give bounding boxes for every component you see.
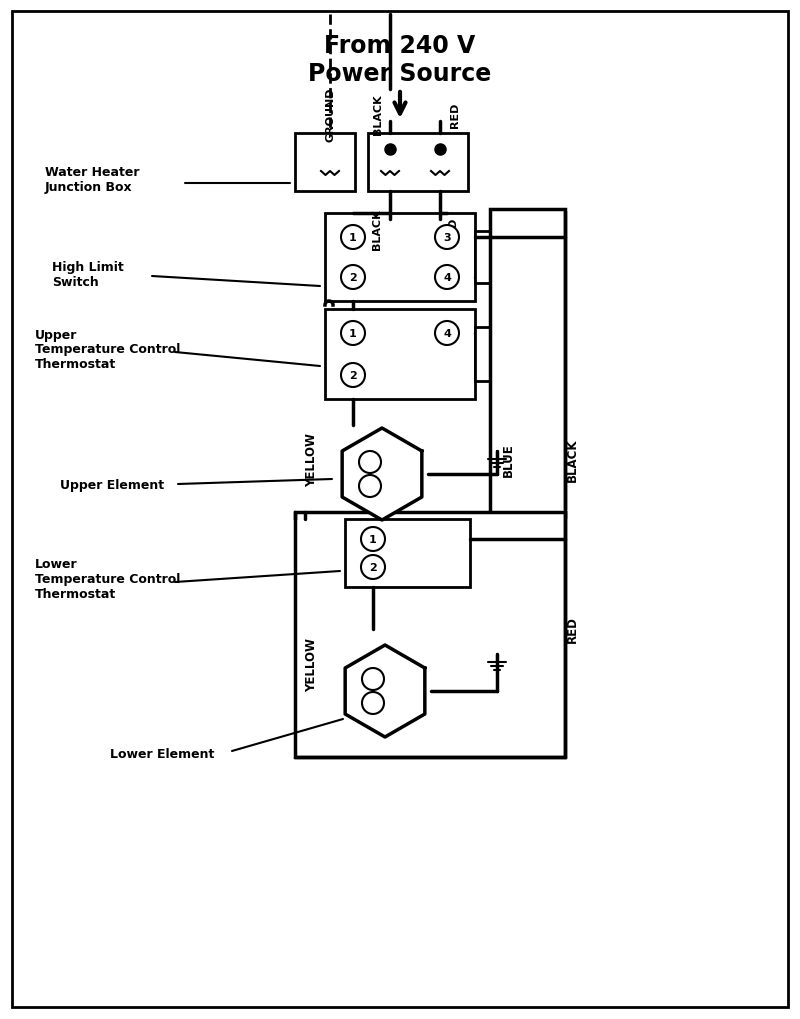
Text: High Limit
Switch: High Limit Switch <box>52 261 124 288</box>
Circle shape <box>362 668 384 690</box>
Circle shape <box>341 364 365 387</box>
Circle shape <box>361 555 385 580</box>
Polygon shape <box>345 645 425 738</box>
Bar <box>325 214 475 302</box>
Circle shape <box>359 476 381 497</box>
Text: From 240 V
Power Source: From 240 V Power Source <box>308 34 492 86</box>
Text: GROUND: GROUND <box>325 88 335 142</box>
Bar <box>315 520 545 749</box>
Text: 1: 1 <box>369 535 377 544</box>
Polygon shape <box>342 429 422 521</box>
Text: Lower Element: Lower Element <box>110 748 214 761</box>
Text: 2: 2 <box>349 273 357 282</box>
Text: RED: RED <box>448 217 458 243</box>
Text: 4: 4 <box>443 273 451 282</box>
Text: 2: 2 <box>369 562 377 573</box>
Circle shape <box>435 226 459 250</box>
Text: BLACK: BLACK <box>373 95 383 136</box>
Text: RED: RED <box>566 615 578 643</box>
Text: Upper
Temperature Control
Thermostat: Upper Temperature Control Thermostat <box>35 328 180 371</box>
Text: 3: 3 <box>443 232 451 243</box>
Circle shape <box>341 226 365 250</box>
Circle shape <box>362 692 384 714</box>
Circle shape <box>435 322 459 345</box>
Text: Water Heater
Junction Box: Water Heater Junction Box <box>45 166 139 194</box>
Text: 4: 4 <box>443 329 451 338</box>
Text: Lower
Temperature Control
Thermostat: Lower Temperature Control Thermostat <box>35 558 180 601</box>
Bar <box>475 328 513 382</box>
Text: 1: 1 <box>349 232 357 243</box>
Text: YELLOW: YELLOW <box>306 433 318 486</box>
Text: YELLOW: YELLOW <box>306 637 318 691</box>
Text: BLACK: BLACK <box>372 210 382 250</box>
Text: BLUE: BLUE <box>502 442 514 477</box>
Circle shape <box>361 528 385 551</box>
Bar <box>295 133 355 192</box>
Text: 2: 2 <box>349 371 357 381</box>
Bar <box>368 133 468 192</box>
Bar <box>305 195 550 520</box>
Text: BLACK: BLACK <box>566 438 578 481</box>
Text: Upper Element: Upper Element <box>60 478 164 491</box>
Circle shape <box>435 266 459 289</box>
Text: RED: RED <box>450 102 460 127</box>
Text: 1: 1 <box>349 329 357 338</box>
Bar <box>295 513 565 757</box>
Bar <box>475 231 513 283</box>
Circle shape <box>341 322 365 345</box>
Circle shape <box>341 266 365 289</box>
Bar <box>345 520 470 587</box>
Bar <box>490 210 565 518</box>
Circle shape <box>359 451 381 474</box>
Bar <box>325 310 475 399</box>
